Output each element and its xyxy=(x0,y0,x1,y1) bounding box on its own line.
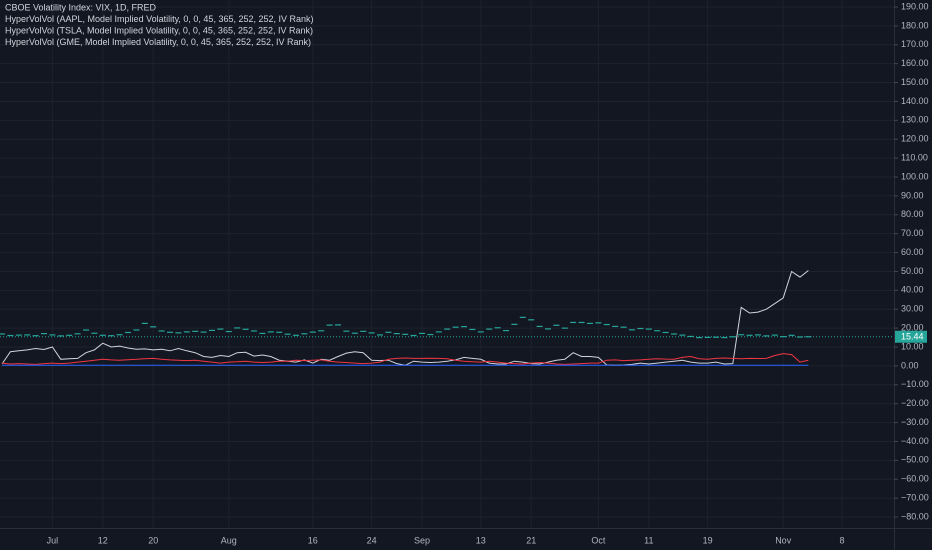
x-tick-label: 24 xyxy=(367,535,377,545)
y-tick-label: 20.00 xyxy=(901,323,924,333)
y-tick-label: 50.00 xyxy=(901,266,924,276)
x-tick-label: Sep xyxy=(414,535,430,545)
x-tick-label: Aug xyxy=(221,535,237,545)
legend-entry: HyperVolVol (TSLA, Model Implied Volatil… xyxy=(5,25,313,35)
y-tick-label: 170.00 xyxy=(901,39,929,49)
x-tick-label: Oct xyxy=(591,535,606,545)
y-tick-label: 10.00 xyxy=(901,341,924,351)
y-tick-label: 40.00 xyxy=(901,285,924,295)
y-tick-label: 160.00 xyxy=(901,58,929,68)
x-tick-label: 12 xyxy=(98,535,108,545)
axes: 190.00180.00170.00160.00150.00140.00130.… xyxy=(47,1,929,545)
y-tick-label: 30.00 xyxy=(901,304,924,314)
y-tick-label: 150.00 xyxy=(901,77,929,87)
y-tick-label: −80.00 xyxy=(901,511,929,521)
y-tick-label: −70.00 xyxy=(901,493,929,503)
x-tick-label: 19 xyxy=(703,535,713,545)
y-tick-label: 120.00 xyxy=(901,134,929,144)
y-tick-label: 180.00 xyxy=(901,20,929,30)
y-tick-label: 70.00 xyxy=(901,228,924,238)
y-tick-label: −10.00 xyxy=(901,379,929,389)
y-tick-label: 140.00 xyxy=(901,96,929,106)
x-tick-label: 16 xyxy=(308,535,318,545)
x-tick-label: 21 xyxy=(526,535,536,545)
series-line xyxy=(1,353,809,365)
x-tick-label: 20 xyxy=(148,535,158,545)
legend-entry: CBOE Volatility Index: VIX, 1D, FRED xyxy=(5,2,157,12)
y-tick-label: 190.00 xyxy=(901,1,929,11)
legend-entry: HyperVolVol (GME, Model Implied Volatili… xyxy=(5,37,311,47)
y-tick-label: −50.00 xyxy=(901,455,929,465)
y-tick-label: 130.00 xyxy=(901,115,929,125)
plot xyxy=(0,270,894,366)
x-tick-label: Nov xyxy=(775,535,792,545)
y-tick-label: −20.00 xyxy=(901,398,929,408)
y-tick-label: 110.00 xyxy=(901,152,928,162)
y-tick-label: −30.00 xyxy=(901,417,929,427)
x-tick-label: Jul xyxy=(47,535,59,545)
last-price-label: 15.44 xyxy=(901,332,924,342)
y-tick-label: −60.00 xyxy=(901,474,929,484)
y-tick-label: 80.00 xyxy=(901,209,924,219)
y-tick-label: −40.00 xyxy=(901,436,929,446)
x-tick-label: 11 xyxy=(644,535,653,545)
grid xyxy=(0,0,894,528)
x-tick-label: 8 xyxy=(839,535,844,545)
y-tick-label: 60.00 xyxy=(901,247,924,257)
y-tick-label: 0.00 xyxy=(901,360,919,370)
legend: CBOE Volatility Index: VIX, 1D, FRED Hype… xyxy=(5,2,314,47)
legend-entry: HyperVolVol (AAPL, Model Implied Volatil… xyxy=(5,14,314,24)
y-tick-label: 90.00 xyxy=(901,190,924,200)
x-tick-label: 13 xyxy=(476,535,486,545)
y-tick-label: 100.00 xyxy=(901,171,929,181)
last-price-box xyxy=(895,330,927,343)
